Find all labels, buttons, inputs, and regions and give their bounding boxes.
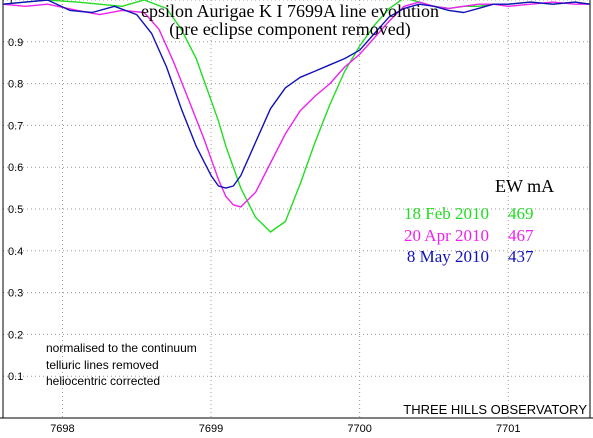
x-tick-label: 7701 [496,423,520,435]
x-tick-label: 7698 [50,423,74,435]
legend-ew-2: 467 [508,226,534,245]
series-line-2 [2,1,590,208]
series-line-3 [2,0,591,189]
y-tick-label: 0.3 [8,288,23,300]
note-heliocentric: heliocentric corrected [46,374,160,388]
legend-label-3: 8 May 2010 [407,247,489,266]
note-normalised: normalised to the continuum [46,341,197,355]
legend-ew-3: 437 [508,247,534,266]
series-line-1 [2,0,591,233]
y-tick-label: 0.2 [8,329,23,341]
y-tick-label: 0.6 [8,162,23,174]
legend-label-2: 20 Apr 2010 [404,226,489,245]
legend-ew-1: 469 [508,204,534,223]
note-telluric: telluric lines removed [46,358,159,372]
y-tick-label: 0.7 [8,120,23,132]
grid [3,0,590,418]
y-tick-label: 0.5 [8,204,23,216]
chart-subtitle: (pre eclipse component removed) [169,19,410,40]
notes: normalised to the continuum telluric lin… [46,341,197,388]
series-group [2,0,591,233]
chart-title: epsilon Aurigae K I 7699A line evolution [141,1,439,21]
legend: 18 Feb 2010 469 20 Apr 2010 467 8 May 2010 43… [404,204,534,266]
y-tick-label: 0.8 [8,79,23,91]
y-tick-label: 0.4 [8,246,23,258]
observatory-credit: THREE HILLS OBSERVATORY [403,402,587,417]
legend-label-1: 18 Feb 2010 [404,204,489,223]
legend-header: EW mA [495,176,554,196]
y-tick-label: 0.1 [8,371,23,383]
x-tick-label: 7699 [199,423,223,435]
y-tick-label: 0.9 [8,37,23,49]
x-tick-label: 7700 [347,423,371,435]
